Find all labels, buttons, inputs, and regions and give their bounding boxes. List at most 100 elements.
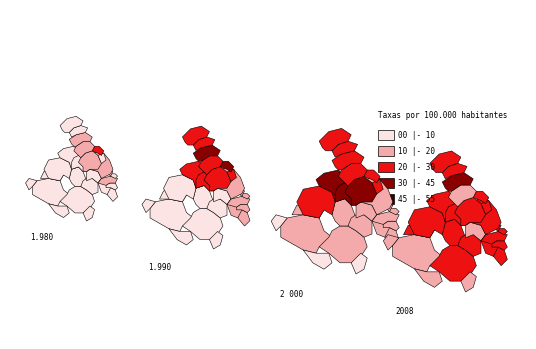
Polygon shape [227, 169, 236, 181]
Polygon shape [69, 126, 88, 137]
Polygon shape [338, 164, 367, 186]
Polygon shape [60, 116, 83, 133]
Polygon shape [319, 128, 351, 151]
Polygon shape [227, 196, 250, 207]
Polygon shape [481, 201, 492, 215]
Polygon shape [385, 228, 399, 247]
Polygon shape [335, 183, 361, 205]
Text: 10 |- 20: 10 |- 20 [398, 147, 435, 156]
Polygon shape [85, 151, 113, 178]
Polygon shape [92, 146, 104, 155]
Text: 2008: 2008 [395, 307, 413, 317]
Polygon shape [60, 186, 94, 213]
Polygon shape [481, 235, 501, 257]
Polygon shape [142, 199, 155, 213]
Polygon shape [332, 199, 356, 226]
Polygon shape [351, 192, 354, 195]
Polygon shape [81, 178, 98, 194]
Polygon shape [71, 155, 90, 172]
Text: 45 |- 55: 45 |- 55 [398, 194, 435, 203]
Polygon shape [442, 173, 473, 191]
Text: 00 |- 10: 00 |- 10 [398, 131, 435, 140]
Polygon shape [461, 213, 464, 216]
Polygon shape [33, 178, 69, 206]
Polygon shape [98, 176, 117, 185]
Polygon shape [356, 202, 377, 221]
Polygon shape [281, 215, 332, 253]
Polygon shape [465, 222, 486, 241]
Polygon shape [393, 235, 442, 272]
Polygon shape [106, 183, 117, 190]
Polygon shape [69, 167, 86, 186]
Polygon shape [58, 146, 83, 169]
Polygon shape [193, 186, 213, 208]
Polygon shape [98, 178, 113, 194]
Polygon shape [319, 226, 367, 263]
Polygon shape [236, 205, 250, 213]
Text: Taxas por 100.000 habitantes: Taxas por 100.000 habitantes [378, 111, 508, 120]
Text: 2 000: 2 000 [280, 290, 303, 299]
Polygon shape [372, 215, 393, 237]
Polygon shape [210, 180, 212, 183]
Polygon shape [481, 231, 508, 244]
Polygon shape [69, 133, 92, 146]
Polygon shape [292, 202, 324, 218]
Bar [378, 194, 394, 204]
Polygon shape [180, 161, 210, 188]
Polygon shape [196, 172, 218, 191]
Polygon shape [492, 222, 501, 231]
Bar [378, 146, 394, 156]
Polygon shape [372, 180, 383, 194]
Polygon shape [110, 174, 117, 178]
Polygon shape [271, 215, 287, 231]
Polygon shape [445, 204, 470, 225]
Polygon shape [163, 175, 196, 202]
Polygon shape [106, 169, 113, 176]
Bar [378, 130, 394, 140]
Polygon shape [98, 153, 106, 163]
Polygon shape [220, 161, 234, 172]
Polygon shape [455, 198, 486, 225]
Polygon shape [210, 231, 223, 249]
Polygon shape [372, 211, 399, 224]
Polygon shape [414, 269, 442, 287]
Polygon shape [182, 126, 210, 145]
Polygon shape [193, 137, 215, 150]
Polygon shape [227, 199, 244, 218]
Polygon shape [494, 247, 508, 266]
Polygon shape [83, 206, 94, 221]
Polygon shape [303, 250, 332, 269]
Polygon shape [169, 229, 193, 245]
Polygon shape [238, 210, 250, 226]
Bar [378, 178, 394, 188]
Polygon shape [332, 141, 358, 157]
Polygon shape [430, 245, 477, 281]
Polygon shape [430, 151, 461, 173]
Polygon shape [182, 208, 223, 239]
Polygon shape [242, 194, 250, 199]
Polygon shape [160, 188, 187, 202]
Polygon shape [332, 151, 364, 170]
Polygon shape [464, 198, 501, 235]
Polygon shape [316, 170, 351, 202]
Polygon shape [461, 272, 477, 292]
Polygon shape [297, 186, 335, 218]
Polygon shape [449, 185, 477, 207]
Polygon shape [150, 199, 193, 231]
Polygon shape [26, 178, 37, 190]
Polygon shape [492, 241, 508, 250]
Polygon shape [427, 191, 461, 222]
Polygon shape [49, 204, 69, 217]
Polygon shape [458, 235, 481, 257]
Polygon shape [383, 235, 399, 250]
Polygon shape [473, 191, 489, 204]
Polygon shape [351, 253, 367, 274]
Polygon shape [199, 156, 223, 175]
Polygon shape [348, 215, 372, 237]
Bar [378, 162, 394, 172]
Polygon shape [364, 170, 380, 183]
Polygon shape [404, 222, 435, 238]
Polygon shape [354, 176, 393, 215]
Polygon shape [193, 145, 220, 161]
Polygon shape [408, 207, 445, 238]
